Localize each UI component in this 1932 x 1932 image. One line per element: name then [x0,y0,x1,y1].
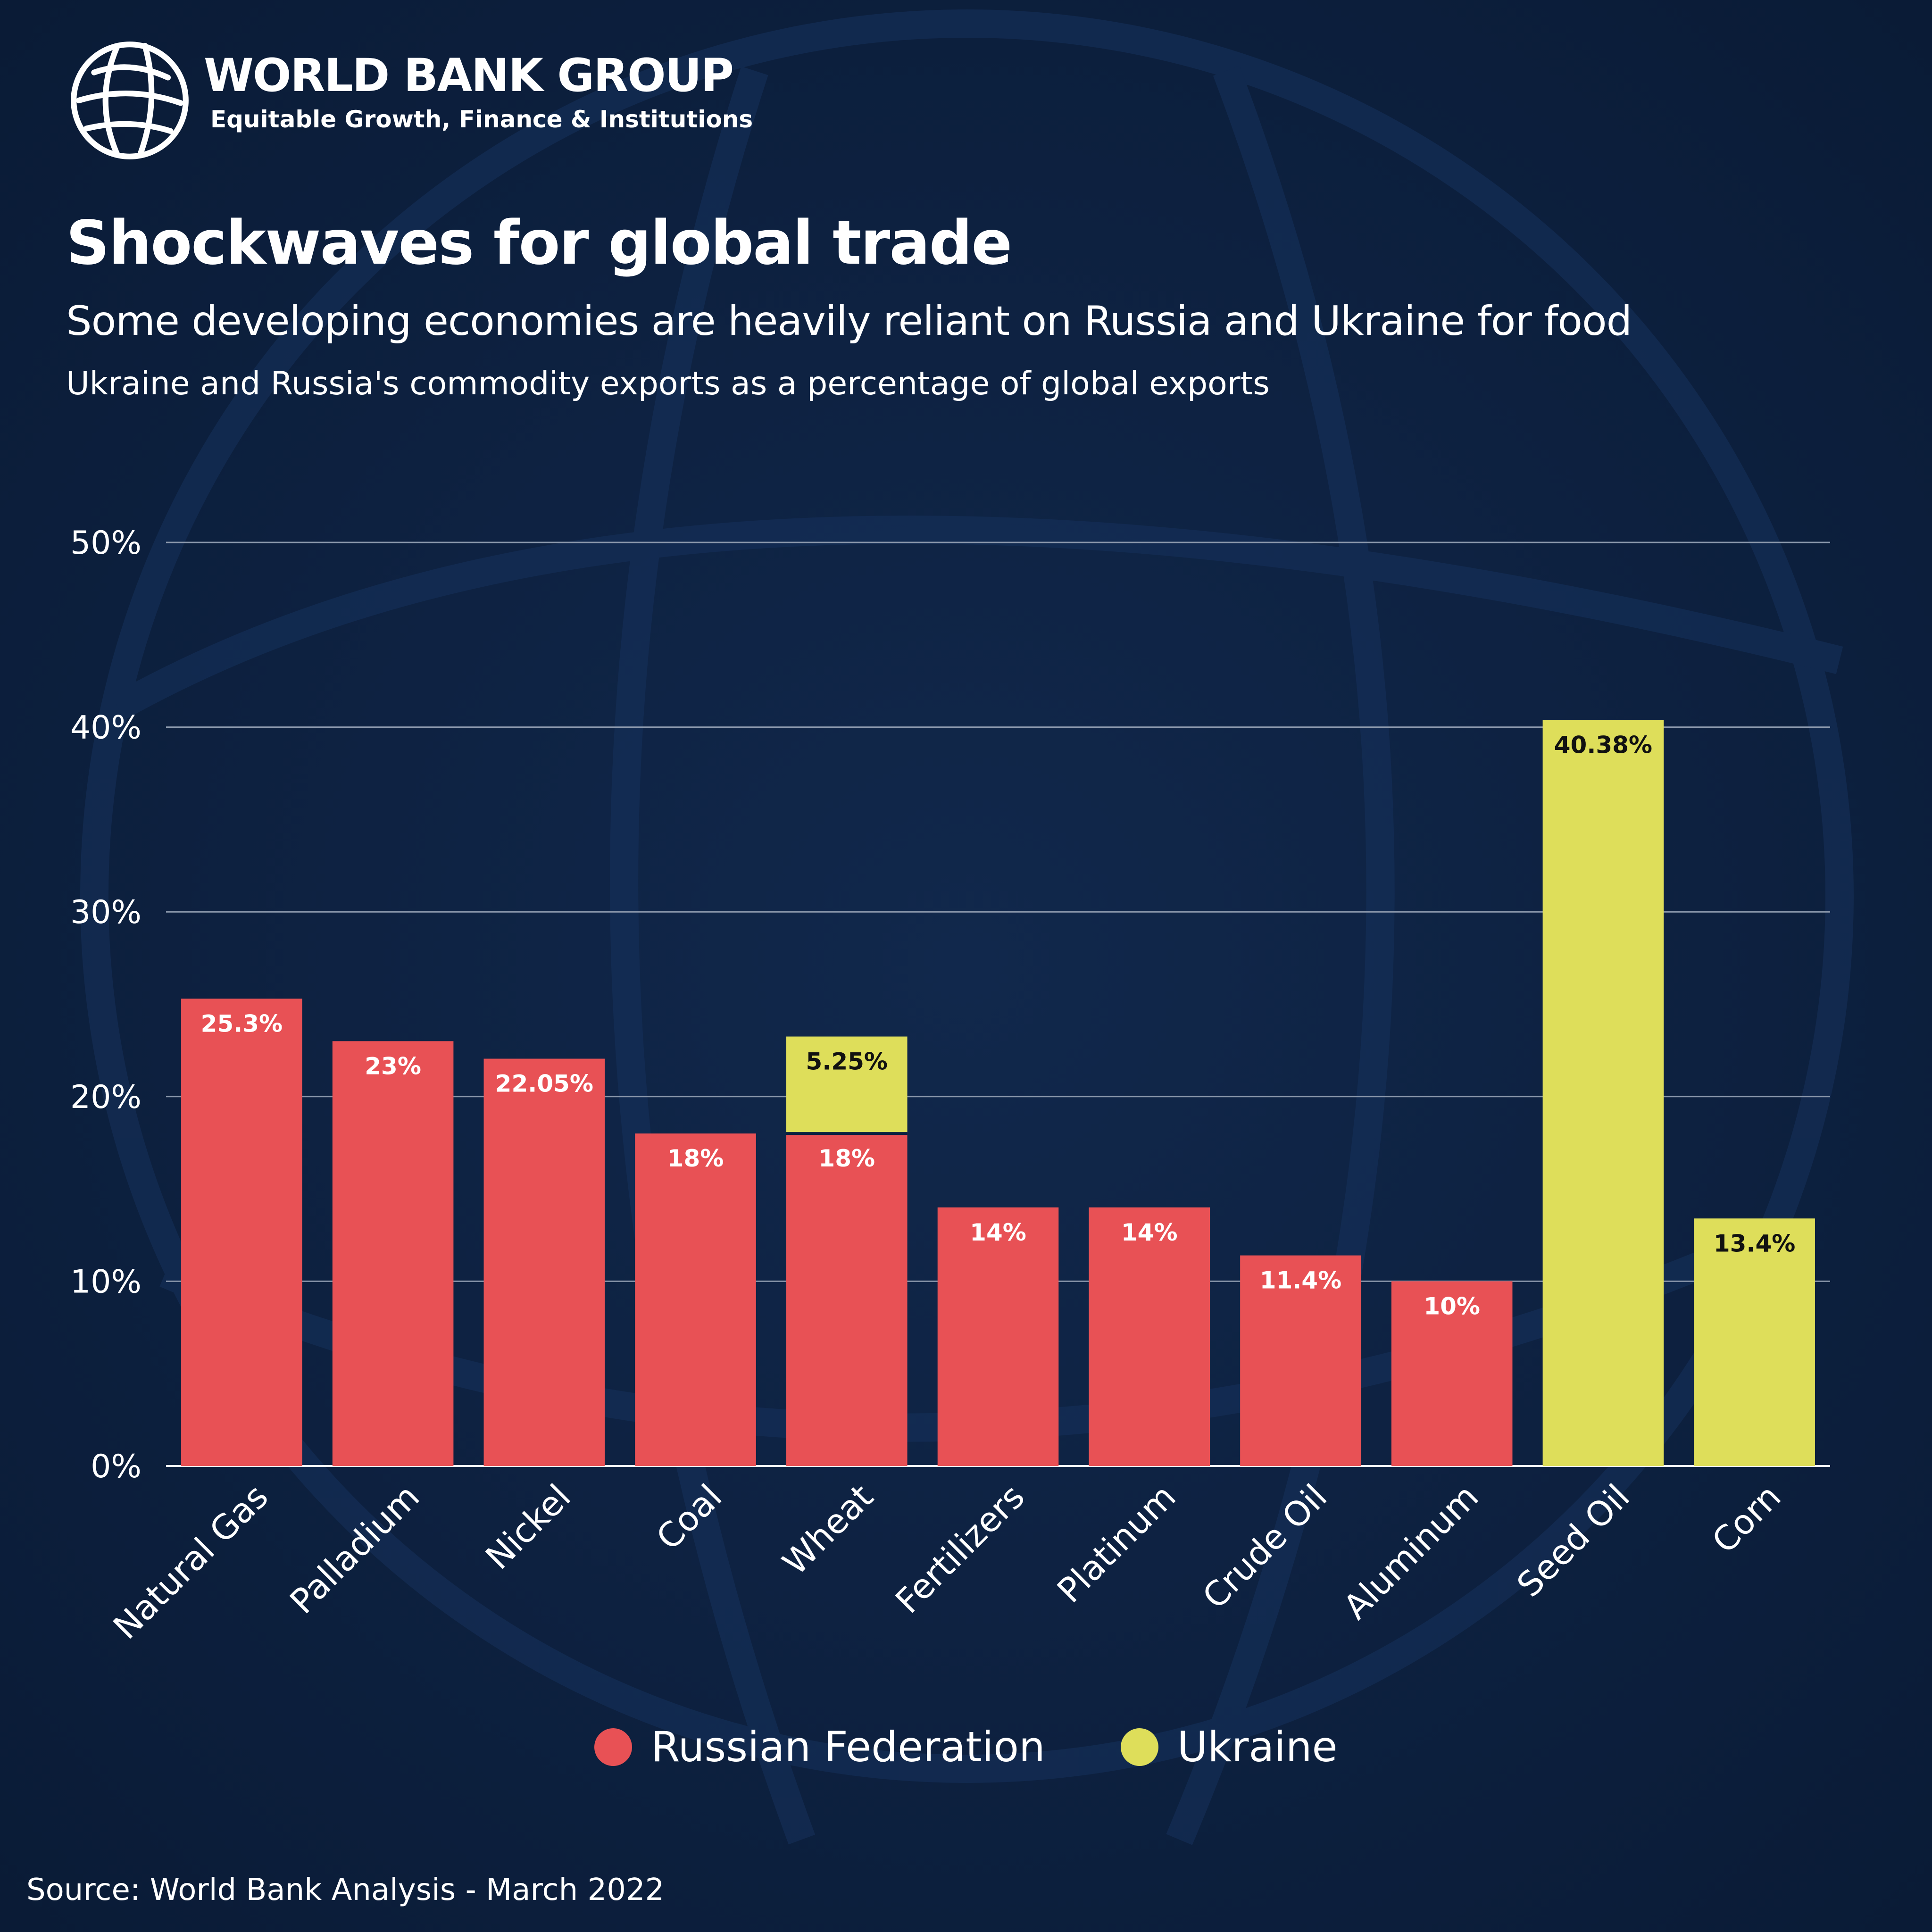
bar-ukraine [1694,1218,1815,1466]
data-label: 14% [1121,1219,1178,1246]
bar-russia [1240,1255,1361,1466]
y-tick-label: 10% [70,1263,142,1300]
world-bank-globe-icon [71,42,189,159]
data-label: 5.25% [806,1048,888,1075]
org-name: WORLD BANK GROUP [204,49,734,102]
legend-item-ukraine: Ukraine [1120,1723,1338,1771]
x-tick-label: Nickel [478,1477,578,1577]
x-tick-label: Aluminum [1336,1477,1486,1627]
data-label: 14% [970,1219,1026,1246]
y-tick-label: 50% [70,525,142,562]
x-tick-label: Fertilizers [888,1477,1032,1621]
data-label: 11.4% [1260,1267,1341,1294]
bar-russia [1391,1281,1513,1466]
legend: Russian Federation Ukraine [0,1726,1932,1768]
x-tick-label: Natural Gas [106,1477,276,1647]
x-tick-label: Seed Oil [1509,1477,1637,1605]
legend-dot-russia [594,1728,633,1766]
data-label: 22.05% [495,1070,593,1098]
legend-label-ukraine: Ukraine [1177,1723,1338,1771]
x-tick-label: Coal [649,1477,729,1557]
data-label: 40.38% [1554,732,1652,759]
org-subtitle: Equitable Growth, Finance & Institutions [210,106,753,133]
bar-russia [786,1133,908,1466]
data-label: 10% [1424,1292,1480,1320]
y-tick-label: 30% [70,894,142,931]
bar-ukraine [786,1036,908,1134]
x-tick-label: Palladium [282,1477,427,1622]
bar-russia [937,1207,1059,1466]
y-tick-label: 0% [91,1448,142,1485]
x-tick-label: Corn [1704,1477,1788,1561]
data-label: 25.3% [201,1010,283,1037]
y-tick-label: 20% [70,1079,142,1116]
bar-russia [181,999,302,1466]
chart-title: Shockwaves for global trade [66,208,1012,278]
legend-item-russia: Russian Federation [594,1726,1045,1768]
x-tick-label: Crude Oil [1195,1477,1334,1616]
x-tick-label: Platinum [1049,1477,1183,1611]
data-label: 18% [667,1145,724,1172]
bar-ukraine [1542,720,1664,1466]
chart-subtitle: Some developing economies are heavily re… [66,298,1632,345]
legend-dot-ukraine [1120,1728,1158,1766]
source-note: Source: World Bank Analysis - March 2022 [26,1873,665,1907]
chart-description: Ukraine and Russia's commodity exports a… [66,365,1270,402]
bar-russia [1089,1207,1210,1466]
x-tick-label: Wheat [775,1477,881,1582]
bar-russia [635,1133,756,1466]
data-label: 13.4% [1714,1230,1795,1257]
data-label: 18% [818,1145,875,1172]
data-label: 23% [365,1052,421,1080]
bar-russia [483,1058,605,1466]
legend-label-russia: Russian Federation [651,1723,1045,1771]
bar-russia [332,1041,454,1466]
y-tick-label: 40% [70,709,142,747]
